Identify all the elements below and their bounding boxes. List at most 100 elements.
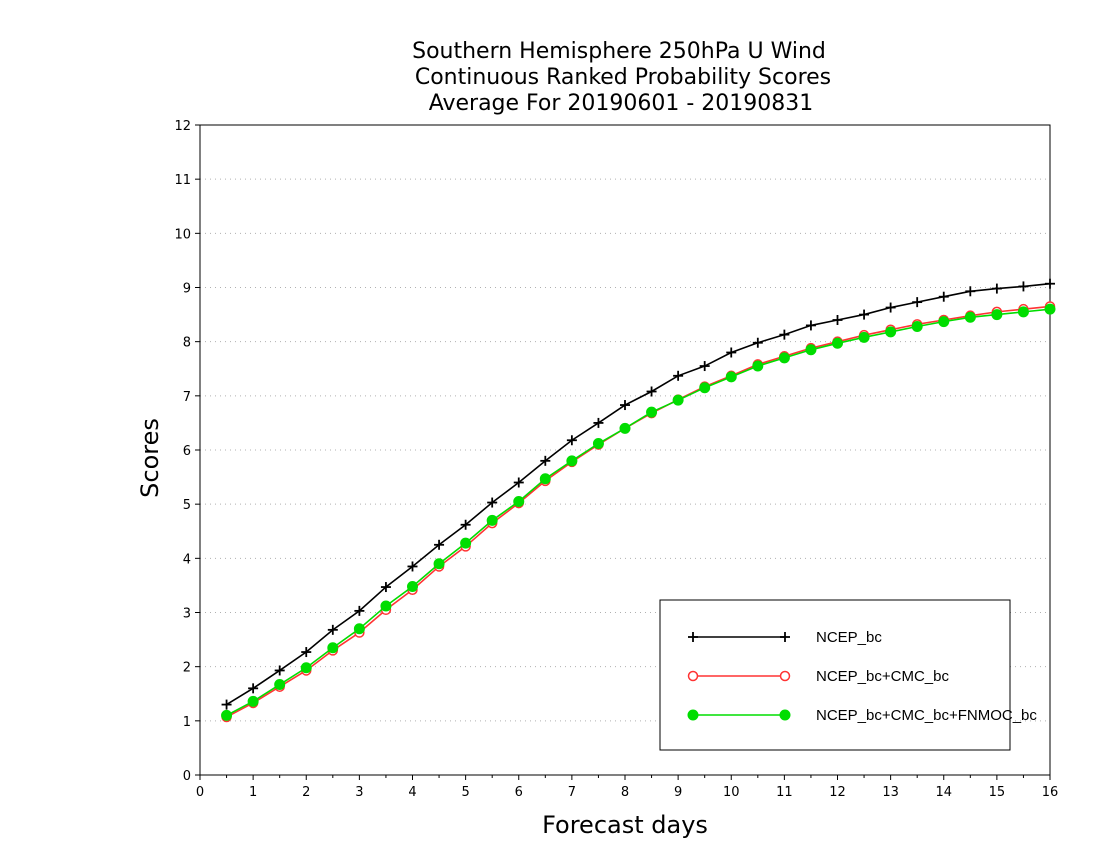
series-0	[221, 278, 1055, 710]
series-0-point-31	[1045, 278, 1055, 289]
series-2-point-19	[725, 371, 737, 383]
series-2-point-18	[699, 382, 711, 394]
series-0-point-22	[805, 320, 816, 331]
legend-marker-start-1	[687, 670, 699, 682]
series-0-point-17	[673, 370, 684, 381]
legend-label-0: NCEP_bc	[816, 629, 882, 646]
x-tick-label-11: 11	[776, 785, 793, 800]
gridlines	[200, 178, 1050, 722]
series-0-point-23	[832, 315, 843, 325]
y-tick-label-7: 7	[183, 390, 191, 405]
y-tick-label-9: 9	[183, 282, 191, 297]
series-0-point-4	[327, 624, 338, 635]
legend: NCEP_bc NCEP_bc+CMC_bc NCEP_bc+CMC_bc+FNMO…	[659, 599, 1037, 751]
series-2-point-31	[1044, 303, 1056, 315]
x-tick-label-0: 0	[196, 785, 204, 800]
chart-title: Southern Hemisphere 250hPa U Wind Contin…	[412, 39, 831, 116]
x-tick-label-6: 6	[515, 785, 523, 800]
x-tick-label-5: 5	[461, 785, 469, 800]
series-2-point-8	[433, 558, 445, 570]
series-2-point-5	[353, 623, 365, 635]
y-tick-label-11: 11	[174, 173, 191, 188]
series-2-point-30	[1017, 306, 1029, 318]
series-0-point-5	[354, 605, 365, 616]
series-2-point-27	[938, 316, 950, 328]
legend-marker-end-1	[779, 670, 791, 682]
series-0-point-21	[779, 329, 790, 340]
legend-marker-end-2	[779, 709, 791, 721]
series-0-point-19	[726, 347, 737, 358]
x-axis-label: Forecast days	[542, 811, 708, 839]
series-0-point-20	[752, 337, 763, 348]
title-line-1: Southern Hemisphere 250hPa U Wind	[412, 39, 826, 64]
series-2-point-11	[513, 495, 525, 507]
series-2-point-25	[885, 326, 897, 338]
x-tick-label-16: 16	[1042, 785, 1059, 800]
y-tick-label-3: 3	[183, 607, 191, 622]
x-tick-label-15: 15	[989, 785, 1006, 800]
series-2-point-20	[752, 360, 764, 372]
series-2-point-9	[460, 537, 472, 549]
x-tick-label-9: 9	[674, 785, 682, 800]
y-tick-label-6: 6	[183, 444, 191, 459]
series-2-point-24	[858, 331, 870, 343]
legend-marker-start-0	[688, 632, 698, 642]
series-2-point-1	[247, 695, 259, 707]
series-0-point-14	[593, 417, 604, 428]
series-0-point-25	[885, 302, 896, 313]
x-tick-label-3: 3	[355, 785, 363, 800]
x-tick-label-10: 10	[723, 785, 740, 800]
series-0-point-18	[699, 361, 710, 372]
series-2-point-10	[486, 514, 498, 526]
y-tick-label-4: 4	[183, 552, 191, 567]
y-tick-label-1: 1	[183, 715, 191, 730]
series-line-0	[226, 282, 1051, 706]
series-2-point-7	[407, 581, 418, 592]
x-tick-label-12: 12	[829, 785, 846, 800]
x-tick-label-4: 4	[408, 785, 416, 800]
series-2-point-0	[221, 709, 233, 721]
legend-label-2: NCEP_bc+CMC_bc+FNMOC_bc	[816, 707, 1037, 724]
series-2-point-2	[274, 679, 286, 691]
y-tick-label-8: 8	[183, 336, 191, 351]
series-2-point-14	[592, 438, 604, 449]
series-2-point-29	[991, 309, 1003, 321]
series-2-point-21	[778, 352, 790, 364]
series-0-point-7	[407, 561, 418, 572]
series-2-point-16	[646, 406, 658, 418]
series-0-point-13	[566, 435, 577, 446]
title-line-3: Average For 20190601 - 20190831	[429, 91, 814, 116]
series-lines	[221, 278, 1056, 723]
legend-item-0: NCEP_bc	[688, 629, 882, 646]
series-0-point-28	[965, 286, 976, 297]
series-2	[221, 303, 1056, 721]
series-0-point-2	[274, 665, 285, 676]
series-2-point-28	[964, 311, 976, 323]
x-tick-label-1: 1	[249, 785, 257, 800]
series-0-point-0	[221, 699, 232, 710]
series-0-point-10	[487, 497, 498, 508]
series-0-point-3	[301, 647, 312, 658]
series-0-point-12	[540, 455, 551, 466]
series-0-point-9	[460, 519, 471, 530]
series-0-point-29	[991, 283, 1002, 294]
legend-marker-start-2	[687, 709, 699, 721]
series-2-point-13	[566, 455, 578, 467]
legend-item-1: NCEP_bc+CMC_bc	[687, 668, 949, 685]
y-tick-label-2: 2	[183, 661, 191, 676]
series-0-point-6	[380, 582, 391, 593]
series-0-point-26	[912, 297, 923, 308]
title-line-2: Continuous Ranked Probability Scores	[415, 65, 831, 90]
y-tick-label-0: 0	[183, 769, 191, 784]
series-0-point-27	[938, 291, 949, 302]
series-2-point-17	[672, 394, 684, 406]
legend-box	[659, 599, 1011, 751]
x-tick-label-2: 2	[302, 785, 310, 800]
series-0-point-1	[248, 683, 259, 694]
series-0-point-24	[859, 309, 870, 320]
legend-marker-end-0	[780, 632, 790, 642]
legend-item-2: NCEP_bc+CMC_bc+FNMOC_bc	[687, 707, 1037, 724]
